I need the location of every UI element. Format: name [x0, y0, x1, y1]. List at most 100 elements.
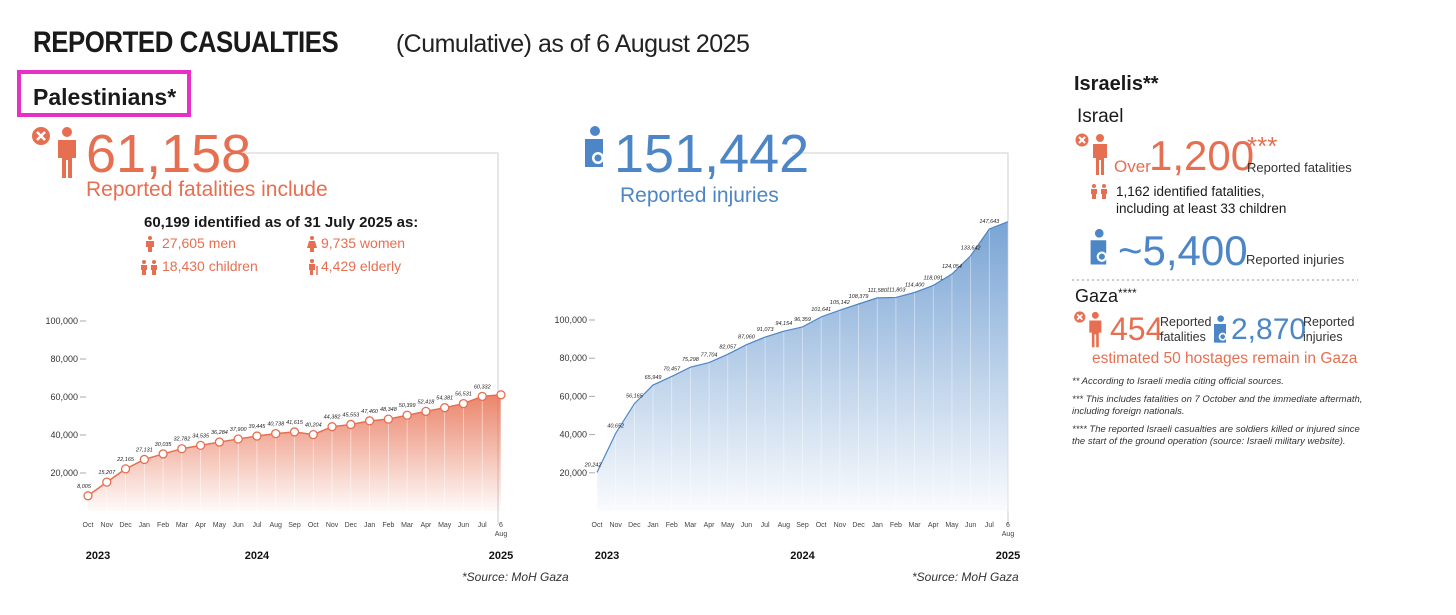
x-tick-label: Apr [195, 522, 207, 529]
gaza-label-stars: **** [1118, 286, 1137, 300]
note-2: *** This includes fatalities on 7 Octobe… [1072, 394, 1363, 418]
data-label: 108,379 [849, 294, 869, 300]
data-label: 20,242 [584, 462, 602, 468]
x-tick-label: Dec [119, 522, 132, 529]
men-count: 27,605 men [162, 235, 236, 251]
y-tick-label: 20,000 [559, 468, 587, 478]
data-point [440, 403, 450, 413]
data-label: 54,381 [436, 396, 453, 402]
data-label: 37,900 [230, 427, 248, 433]
gaza-fatalities-caption-line2: fatalities [1160, 330, 1206, 344]
data-label: 124,054 [942, 264, 962, 270]
x-tick-label: Jan [872, 522, 883, 529]
data-label: 30,035 [155, 442, 173, 448]
y-tick-label: 80,000 [50, 354, 78, 364]
x-tick-label: Jun [233, 522, 244, 529]
y-tick-label: 60,000 [559, 391, 587, 401]
x-tick-label: Apr [928, 522, 940, 529]
x-tick-label: Nov [609, 522, 622, 529]
x-tick-label: Mar [684, 522, 697, 529]
data-label: 118,091 [924, 275, 943, 281]
data-label: 50,399 [399, 403, 416, 409]
x-tick-label: Dec [852, 522, 865, 529]
note-3: **** The reported Israeli casualties are… [1072, 424, 1360, 448]
x-tick-label: 6 [1006, 522, 1010, 529]
x-tick-label: Nov [101, 522, 114, 529]
data-point [120, 464, 131, 474]
x-tick-label: Oct [308, 522, 319, 529]
year-label: 2025 [996, 550, 1020, 562]
x-tick-label: Apr [420, 522, 432, 529]
palestinian-injuries-caption: Reported injuries [620, 184, 779, 207]
data-label: 70,457 [663, 366, 681, 372]
title-bold: REPORTED CASUALTIES [33, 26, 339, 59]
data-point [195, 440, 206, 451]
x-tick-label: Jan [139, 522, 150, 529]
israel-fatalities-number: 1,200 [1149, 132, 1255, 179]
x-tick-label: Apr [704, 522, 716, 529]
x-tick-label: 6 [499, 522, 503, 529]
data-label: 40,652 [607, 423, 624, 429]
israel-identified-line2: including at least 33 children [1116, 201, 1287, 216]
data-point [364, 416, 375, 426]
x-tick-label: Dec [628, 522, 641, 529]
data-point [402, 410, 412, 420]
children-count: 18,430 children [162, 258, 258, 274]
data-label: 105,142 [830, 300, 850, 306]
data-label: 41,615 [286, 420, 304, 426]
children-icon [141, 260, 157, 275]
palestinian-injuries-number: 151,442 [614, 124, 810, 184]
gaza-injured-icon [1214, 315, 1227, 343]
x-tick-label: Jul [478, 522, 487, 529]
data-point [233, 434, 243, 444]
data-label: 40,738 [267, 422, 285, 428]
data-label: 52,418 [417, 399, 435, 405]
data-label: 65,949 [645, 375, 662, 381]
x-tick-label: Jul [252, 522, 261, 529]
data-label: 39,445 [249, 424, 267, 430]
x-tick-label: Mar [401, 522, 414, 529]
x-tick-label: Jul [985, 522, 994, 529]
data-label: 27,131 [135, 447, 153, 453]
x-tick-label: Aug [778, 522, 791, 529]
gaza-label: Gaza**** [1075, 286, 1137, 307]
israel-children-icon [1091, 184, 1107, 199]
data-label: 75,298 [682, 357, 700, 363]
gaza-injuries-number: 2,870 [1231, 313, 1307, 346]
data-label: 87,060 [738, 335, 756, 341]
israel-fatalities-stars: *** [1247, 131, 1278, 161]
y-tick-label: 40,000 [559, 430, 587, 440]
x-tick-label: Sep [796, 522, 809, 529]
data-label: 94,154 [775, 321, 792, 327]
gaza-fatalities-caption: Reported fatalities [1160, 315, 1211, 345]
data-label: 114,400 [905, 282, 925, 288]
data-label: 8,005 [77, 484, 92, 490]
series-line [596, 221, 1009, 473]
data-label: 91,073 [757, 327, 775, 333]
x-tick-label: Nov [326, 522, 339, 529]
note-1: ** According to Israeli media citing off… [1072, 376, 1284, 387]
data-label: 15,207 [98, 470, 116, 476]
x-tick-label: Oct [592, 522, 603, 529]
data-point [458, 398, 469, 409]
y-tick-label: 100,000 [45, 316, 78, 326]
data-label: 32,782 [173, 437, 190, 443]
data-label: 111,803 [886, 287, 906, 293]
x-tick-label: Feb [382, 522, 394, 529]
x-tick-label: Oct [816, 522, 827, 529]
data-point [252, 431, 262, 441]
year-label: 2025 [489, 550, 513, 562]
year-label: 2024 [245, 550, 270, 562]
data-label: 82,057 [719, 344, 737, 350]
x-tick-label: May [945, 522, 959, 529]
israel-injuries-caption: Reported injuries [1246, 252, 1345, 267]
data-point [271, 428, 281, 439]
data-point [477, 391, 487, 402]
gaza-fatality-icon [1074, 311, 1102, 348]
title-rest: (Cumulative) as of 6 August 2025 [395, 30, 750, 58]
x-tick-label: Feb [666, 522, 678, 529]
x-tick-label: Jan [364, 522, 375, 529]
year-label: 2023 [86, 550, 110, 562]
x-tick-label: Aug [495, 531, 508, 538]
x-tick-label: Feb [890, 522, 902, 529]
